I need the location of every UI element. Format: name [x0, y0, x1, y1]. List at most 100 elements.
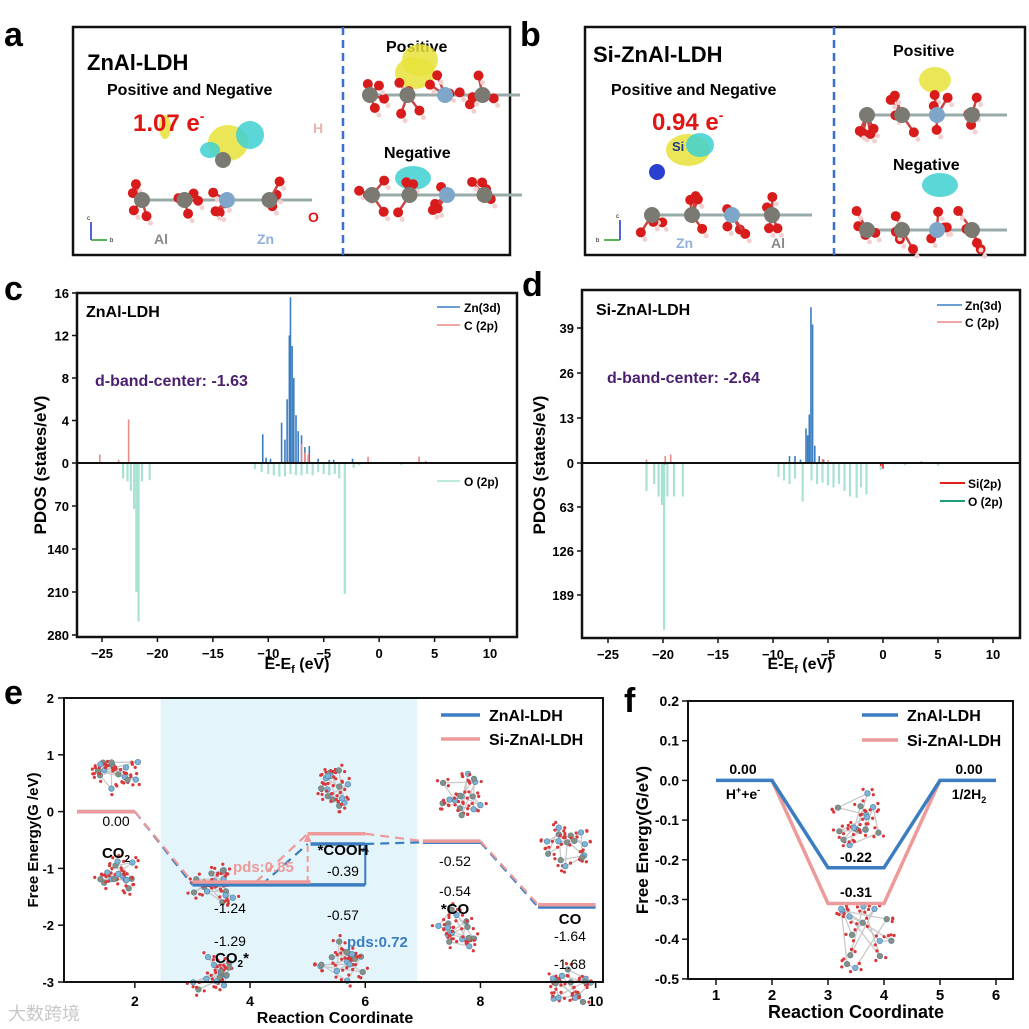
oxygen-atom — [908, 127, 919, 138]
oxygen-atom — [332, 775, 336, 779]
metal-atom — [318, 785, 325, 792]
oxygen-atom — [840, 824, 844, 828]
oxygen-atom — [425, 79, 436, 90]
panel-a: ZnAl-LDH Positive and Negative 1.07 e- P… — [71, 25, 512, 257]
oxygen-atom — [467, 176, 478, 187]
oxygen-atom — [454, 87, 465, 98]
oxygen-atom — [866, 822, 870, 826]
metal-atom — [364, 187, 380, 203]
oxygen-atom — [858, 823, 862, 827]
oxygen-atom — [224, 966, 228, 970]
oxygen-atom — [635, 227, 646, 238]
plot-frame — [580, 288, 1022, 640]
oxygen-atom — [194, 985, 199, 989]
oxygen-atom — [851, 206, 862, 217]
oxygen-atom — [341, 968, 345, 972]
oxygen-atom — [692, 194, 703, 205]
charge-depletion-isosurface — [686, 133, 714, 157]
energy-path-marks — [716, 778, 996, 906]
axis-triad-icon: c b — [596, 214, 621, 244]
oxygen-atom — [470, 916, 474, 921]
oxygen-atom — [868, 123, 879, 134]
hydrogen-atom — [654, 226, 660, 232]
metal-atom — [114, 858, 121, 865]
legend-label-c2p: C (2p) — [965, 316, 999, 330]
panel-a-negative-label: Negative — [384, 145, 451, 162]
metal-atom — [543, 838, 551, 845]
oxygen-atom — [453, 803, 457, 807]
oxygen-atom — [464, 941, 468, 946]
hydrogen-atom — [978, 247, 984, 253]
slab-structure-image — [127, 115, 312, 226]
adsorption-structure-images — [90, 758, 594, 1006]
oxygen-atom — [216, 958, 220, 962]
oxygen-atom — [221, 862, 225, 866]
y-axis-title: Free Energy(G /eV) — [25, 772, 42, 907]
metal-atom — [840, 836, 847, 843]
metal-atom — [555, 994, 562, 1001]
label-co-ads-zn: -0.54 — [439, 883, 471, 899]
y-axis-title: Free Energy(G/eV) — [633, 766, 652, 914]
metal-atom — [875, 829, 882, 836]
metal-atom — [571, 837, 578, 845]
oxygen-atom — [209, 865, 214, 870]
oxygen-atom — [447, 803, 451, 808]
oxygen-atom — [447, 915, 451, 920]
label-co-zn: -1.68 — [554, 956, 586, 972]
metal-atom — [843, 960, 851, 968]
oxygen-atom — [842, 911, 846, 916]
metal-atom — [859, 919, 866, 926]
energy-connector-siznal — [365, 832, 423, 843]
metal-atom — [836, 828, 843, 835]
metal-atom — [336, 783, 343, 790]
oxygen-atom — [587, 1000, 591, 1004]
oxygen-atom — [345, 966, 349, 970]
metal-atom — [859, 107, 875, 123]
oxygen-atom — [340, 780, 344, 784]
x-tick-label: 4 — [246, 993, 254, 1009]
oxygen-atom — [858, 830, 862, 834]
metal-atom — [579, 998, 587, 1006]
metal-atom — [876, 952, 884, 960]
oxygen-atom — [432, 203, 443, 214]
y-tick-label: 12 — [55, 329, 69, 344]
oxygen-atom — [218, 963, 222, 967]
metal-atom — [439, 187, 455, 203]
label-cooh-zn: -0.57 — [327, 907, 359, 923]
oxygen-atom — [543, 846, 547, 851]
hydrogen-atom — [939, 216, 945, 222]
x-axis-title: Reaction Coordinate — [768, 1002, 944, 1022]
chart-title: Si-ZnAl-LDH — [596, 302, 690, 319]
label-co-name: CO — [559, 911, 582, 928]
bond — [206, 890, 223, 903]
metal-atom — [477, 802, 484, 809]
panel-b-title: Si-ZnAl-LDH — [593, 42, 723, 67]
oxygen-atom — [90, 767, 94, 771]
charge-density-structure-image — [354, 44, 1007, 259]
oxygen-atom — [850, 947, 854, 952]
hydrogen-atom — [474, 101, 480, 107]
metal-atom — [724, 207, 740, 223]
panel-a-frame — [71, 25, 512, 257]
label-co2-name: CO2 — [102, 845, 131, 865]
oxygen-atom — [740, 228, 751, 239]
molecule-structure-image — [835, 903, 896, 974]
oxygen-atom — [472, 938, 476, 942]
metal-atom — [469, 793, 476, 800]
metal-atom — [125, 885, 132, 892]
bond — [117, 861, 133, 880]
x-tick-label: −20 — [146, 646, 168, 661]
hydrogen-atom — [858, 215, 864, 221]
oxygen-atom — [874, 934, 878, 938]
oxygen-atom — [124, 771, 129, 775]
label-co2star-name: CO2* — [215, 950, 249, 970]
oxygen-atom — [581, 848, 585, 852]
metal-atom — [401, 187, 418, 203]
metal-atom — [348, 951, 356, 958]
metal-atom — [577, 829, 585, 836]
oxygen-atom — [456, 808, 460, 813]
hydrogen-atom — [226, 207, 232, 213]
hydrogen-atom — [896, 100, 902, 106]
oxygen-atom — [722, 221, 733, 232]
x-tick-label: 10 — [986, 647, 1000, 662]
